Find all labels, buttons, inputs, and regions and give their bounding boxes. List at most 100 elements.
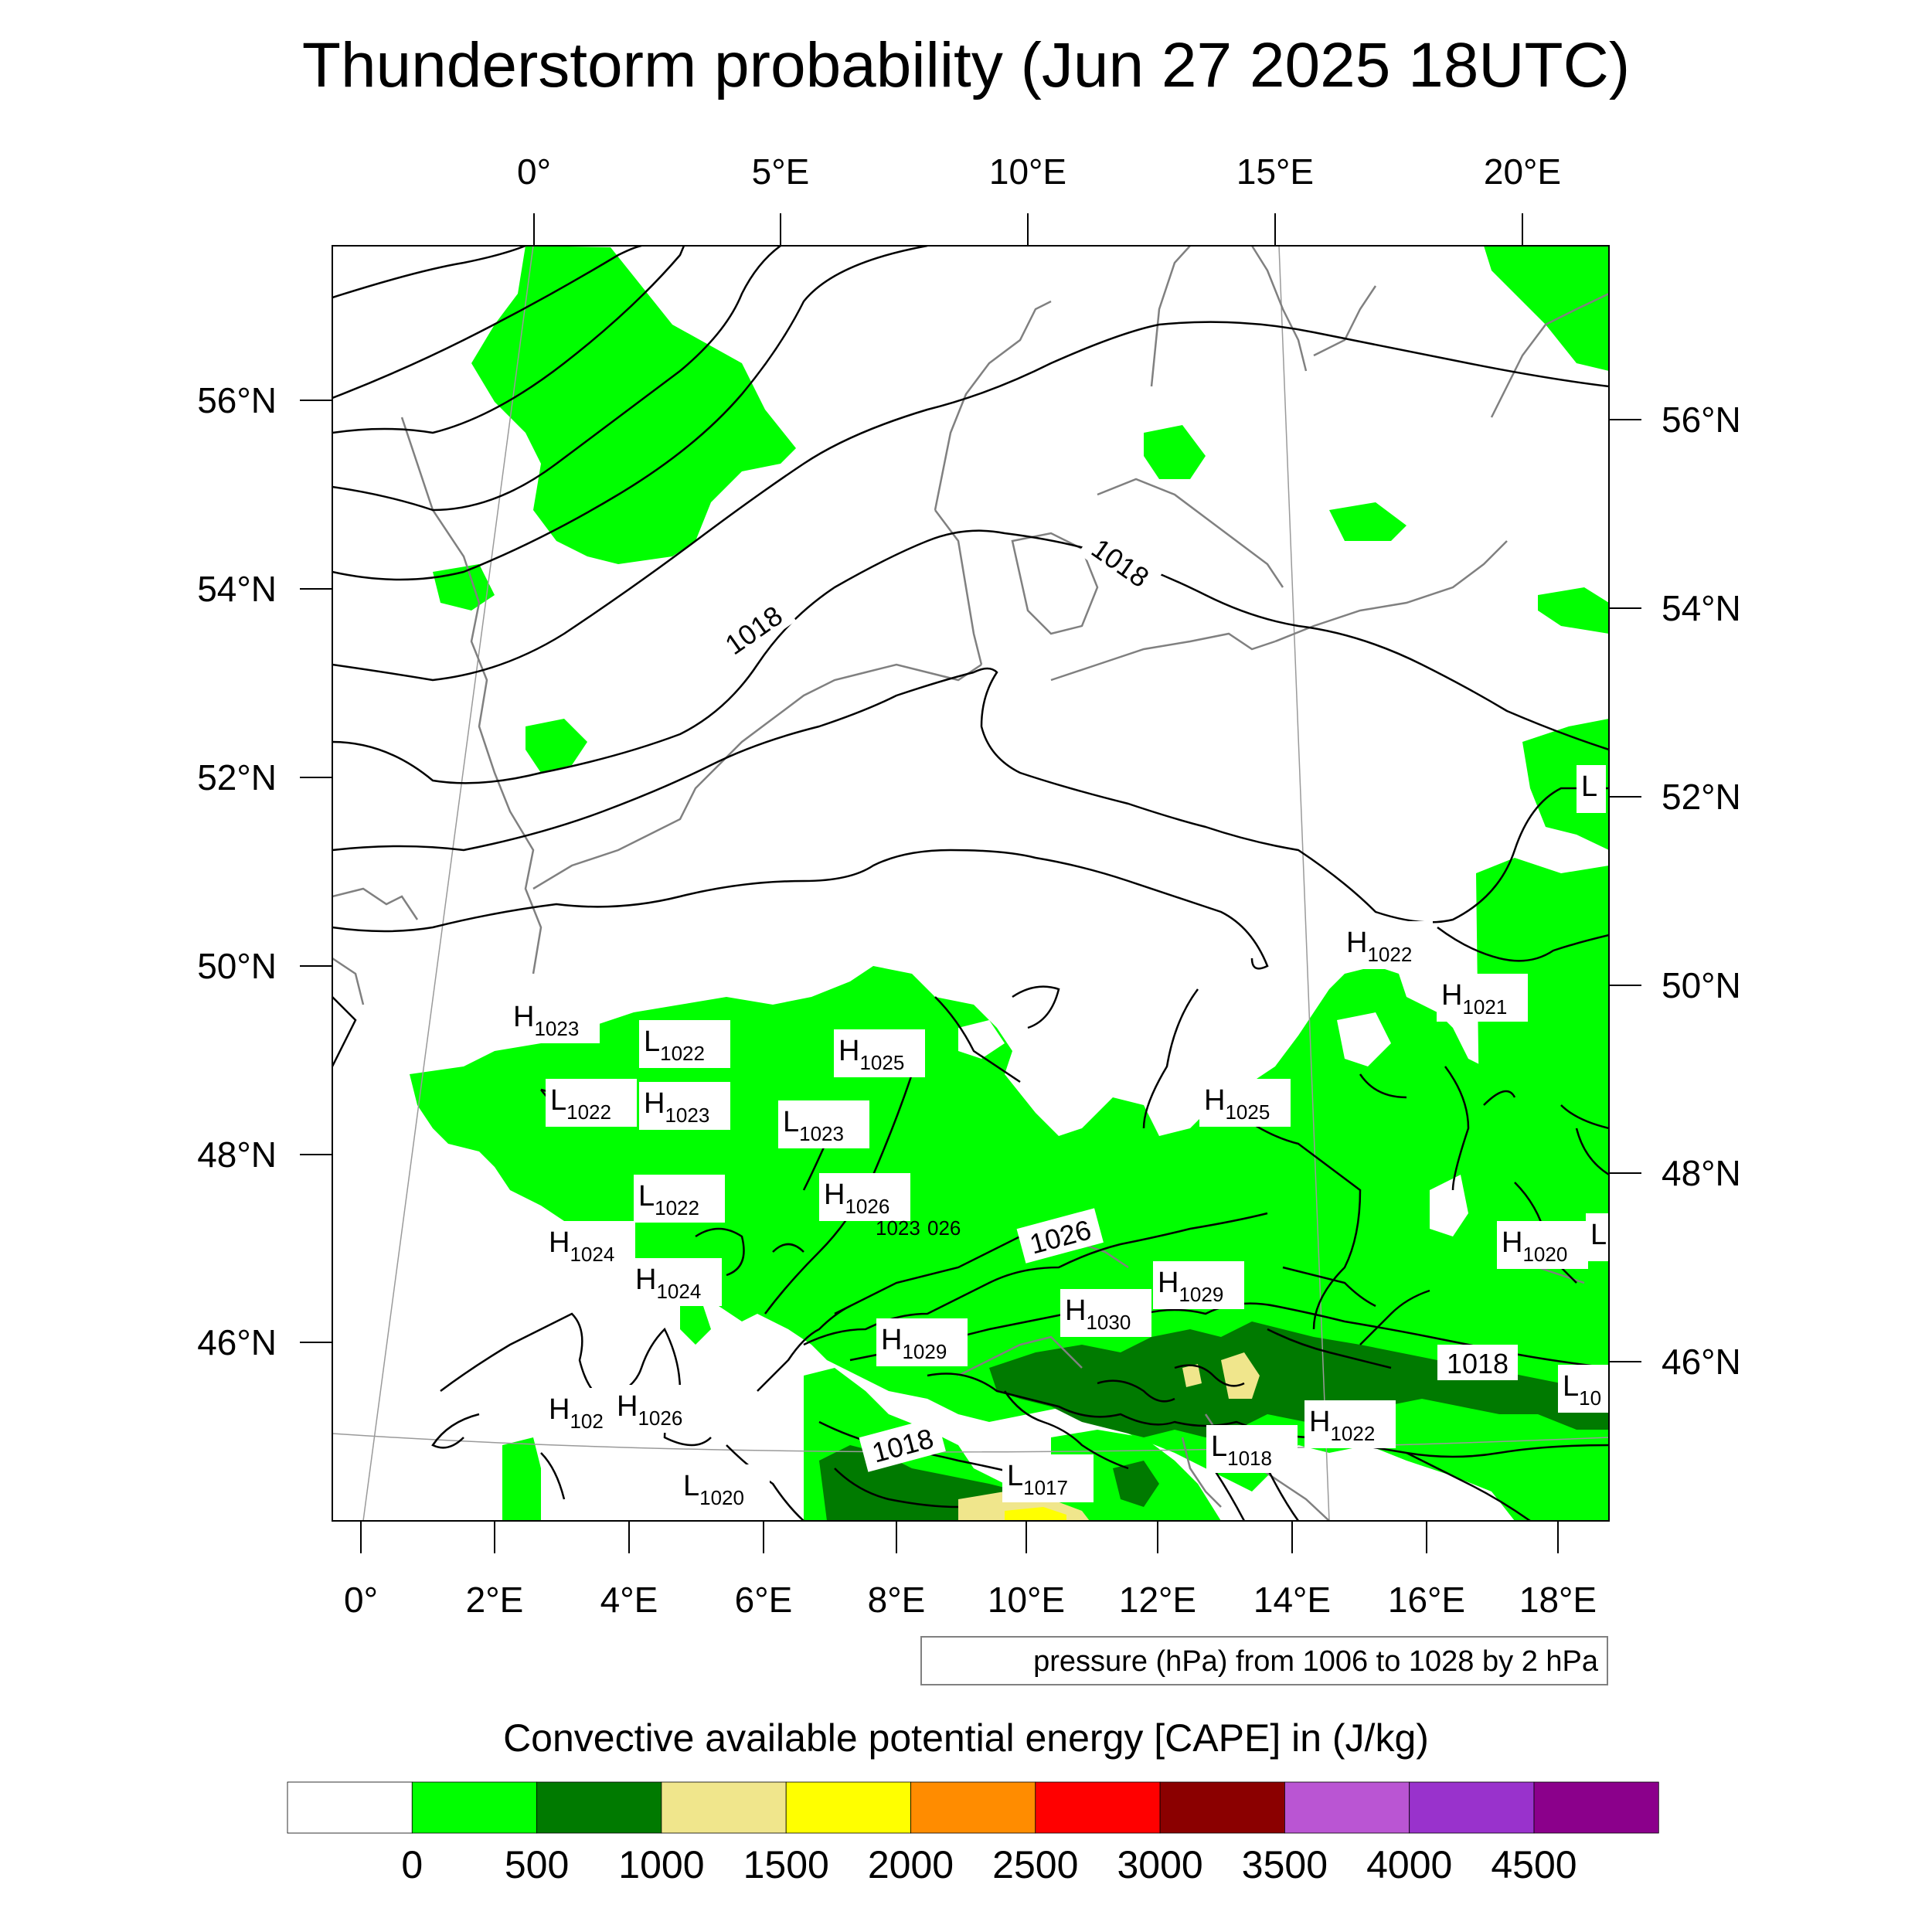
pressure-center-label: L [1581,770,1597,803]
legend-tick-label: 1000 [618,1843,704,1886]
legend-color-bar [287,1781,1659,1834]
pressure-center-label: H1029 [881,1324,947,1363]
bottom-lon-label: 10°E [988,1580,1065,1620]
pressure-center-label: L1017 [1007,1460,1068,1499]
high-pressure-center: H1029 [876,1318,968,1366]
pressure-center-label: H1025 [838,1035,904,1074]
partial-label: 026 [927,1216,961,1240]
top-lon-label: 15°E [1236,151,1314,192]
legend-color-box [1284,1781,1410,1834]
legend-tick-label: 4000 [1366,1843,1452,1886]
high-pressure-center: H1024 [544,1221,635,1269]
high-pressure-center: H1021 [1437,974,1528,1022]
pressure-center-label: H1021 [1441,979,1507,1019]
partial-labels: 1023 026 [876,1216,961,1240]
right-lat-label: 48°N [1662,1153,1741,1193]
top-lon-label: 5°E [752,151,810,192]
pressure-center-label: H102 [549,1393,604,1433]
left-lat-label: 50°N [197,946,277,986]
legend-tick-label: 4500 [1491,1843,1577,1886]
pressure-center-label: L1022 [644,1026,705,1065]
pressure-center-label: L1020 [683,1470,744,1509]
legend-color-box [1159,1781,1285,1834]
legend-tick-label: 2000 [868,1843,954,1886]
top-lon-label: 10°E [989,151,1066,192]
low-pressure-center: L [1577,765,1606,813]
right-lat-label: 50°N [1662,965,1741,1005]
high-pressure-center: H1025 [834,1029,925,1077]
top-lon-label: 20°E [1484,151,1561,192]
legend-tick-label: 0 [401,1843,423,1886]
low-pressure-center: L [1586,1213,1609,1261]
bottom-lon-label: 18°E [1519,1580,1597,1620]
pressure-center-label: H1024 [549,1226,614,1266]
low-pressure-center: L10 [1558,1365,1609,1413]
right-lat-label: 54°N [1662,588,1741,628]
high-pressure-center: H1020 [1497,1221,1588,1269]
legend-color-box [287,1781,413,1834]
low-pressure-center: L1022 [546,1079,637,1127]
right-latitude-labels: 56°N 54°N 52°N 50°N 48°N 46°N [1662,400,1741,1382]
pressure-center-label: H1022 [1309,1406,1375,1445]
map-panel: 1018 1018 1026 1018 1018 [300,213,1641,1553]
low-pressure-center: L1017 [1002,1454,1094,1502]
high-pressure-center: H1026 [819,1173,910,1221]
map-title: Thunderstorm probability (Jun 27 2025 18… [302,30,1630,100]
pressure-center-label: H1026 [617,1390,682,1430]
bottom-lon-label: 6°E [735,1580,793,1620]
legend-color-box [1035,1781,1161,1834]
partial-label: 1023 [876,1216,920,1240]
legend-color-box [411,1781,537,1834]
high-pressure-center: H1030 [1060,1289,1151,1337]
pressure-center-label: L1023 [783,1106,844,1145]
high-pressure-center: H1022 [1304,1400,1396,1448]
legend-tick-label: 3500 [1242,1843,1328,1886]
right-lat-label: 52°N [1662,777,1741,817]
high-pressure-center: H102 [544,1388,620,1436]
legend-tick-label: 1500 [743,1843,829,1886]
pressure-center-label: L [1590,1219,1607,1251]
legend-color-box [536,1781,662,1834]
map-frame [332,245,1610,1522]
high-pressure-center: H1024 [631,1258,722,1306]
pressure-center-label: H1023 [644,1087,709,1127]
pressure-center-label: H1020 [1502,1226,1567,1266]
right-lat-label: 56°N [1662,400,1741,440]
top-longitude-labels: 0° 5°E 10°E 15°E 20°E [517,151,1561,192]
pressure-center-label: H1022 [1346,927,1412,966]
low-pressure-center: L1023 [778,1100,869,1148]
top-lon-label: 0° [517,151,551,192]
legend-color-box [785,1781,911,1834]
tick-marks [300,213,1641,1553]
isobars [332,246,1609,1521]
left-lat-label: 56°N [197,380,277,420]
pressure-center-label: H1029 [1158,1267,1223,1306]
left-latitude-labels: 56°N 54°N 52°N 50°N 48°N 46°N [197,380,277,1362]
legend-tick-label: 2500 [992,1843,1078,1886]
high-pressure-center: H1022 [1342,921,1433,969]
bottom-lon-label: 4°E [600,1580,658,1620]
legend-color-box [1533,1781,1659,1834]
legend-title: Convective available potential energy [C… [503,1716,1429,1760]
legend-tick-labels: 0 500 1000 1500 2000 2500 3000 3500 4000 4500 [401,1843,1577,1886]
low-pressure-center: L1018 [1206,1425,1298,1473]
bottom-lon-label: 8°E [868,1580,926,1620]
left-lat-label: 52°N [197,757,277,798]
left-lat-label: 48°N [197,1134,277,1175]
legend-color-box [1409,1781,1535,1834]
left-lat-label: 46°N [197,1322,277,1362]
pressure-center-label: L1022 [550,1084,611,1124]
high-pressure-center: H1026 [612,1385,703,1433]
legend-tick-label: 3000 [1117,1843,1202,1886]
bottom-lon-label: 14°E [1253,1580,1331,1620]
right-lat-label: 46°N [1662,1342,1741,1382]
pressure-center-label: L10 [1563,1370,1601,1410]
cape-field-higher [1005,1507,1066,1521]
pressure-center-label: H1030 [1065,1294,1131,1334]
legend-color-box [910,1781,1036,1834]
contour-info-box: pressure (hPa) from 1006 to 1028 by 2 hP… [920,1636,1608,1685]
legend-tick-label: 500 [505,1843,569,1886]
left-lat-label: 54°N [197,569,277,609]
